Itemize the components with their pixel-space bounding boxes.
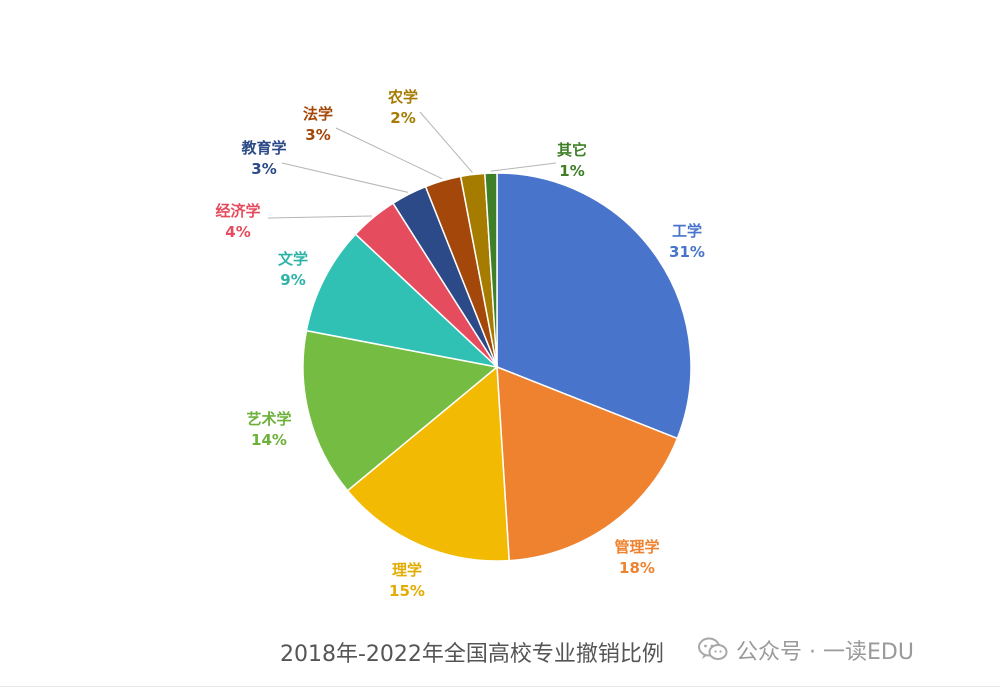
pie-slice (302, 329, 499, 492)
watermark-text: 公众号 · 一读EDU (736, 640, 914, 665)
pie-slice (496, 172, 692, 440)
slice-label-percent: 14% (251, 431, 287, 449)
slice-label-category: 艺术学 (246, 410, 291, 428)
slice-labels: 工学 31% 管理学 18% 理学 15% 艺术学 14% 文学 9% 经济学 4% 教育学 3% 法学 3%… (215, 88, 704, 600)
pie-slice (484, 172, 498, 368)
pie-slice (305, 233, 500, 369)
slice-label-category: 工学 (672, 222, 702, 240)
chart-title: 2018年-2022年全国高校专业撤销比例 (280, 642, 664, 667)
slice-label-category: 经济学 (215, 202, 260, 220)
wechat-icon (698, 637, 728, 663)
slice-label-category: 其它 (557, 141, 587, 159)
pie-slice (346, 365, 510, 562)
slice-label-percent: 4% (225, 223, 250, 241)
slice-label-percent: 1% (559, 162, 584, 180)
slice-label-percent: 3% (251, 160, 276, 178)
leader-line (490, 162, 557, 172)
leader-line (335, 127, 443, 180)
slice-label-category: 教育学 (240, 139, 286, 157)
slice-label-category: 管理学 (614, 538, 659, 556)
slice-label-percent: 31% (669, 243, 705, 261)
pie-slice (496, 365, 679, 562)
slice-label-percent: 15% (389, 582, 425, 600)
watermark: 公众号 · 一读EDU (698, 632, 914, 668)
leader-lines (267, 111, 557, 219)
slice-label-category: 文学 (278, 250, 308, 268)
leader-line (419, 111, 473, 173)
slice-label-percent: 18% (619, 559, 655, 577)
bottom-divider (0, 686, 1000, 687)
slice-label-category: 农学 (387, 88, 418, 106)
slice-label-percent: 3% (305, 126, 330, 144)
slice-label-category: 法学 (303, 105, 333, 123)
pie-slices (302, 172, 692, 562)
leader-line (267, 215, 373, 219)
slice-label-category: 理学 (392, 561, 422, 579)
slice-label-percent: 9% (280, 271, 305, 289)
slice-label-percent: 2% (390, 109, 415, 127)
leader-line (281, 162, 409, 193)
